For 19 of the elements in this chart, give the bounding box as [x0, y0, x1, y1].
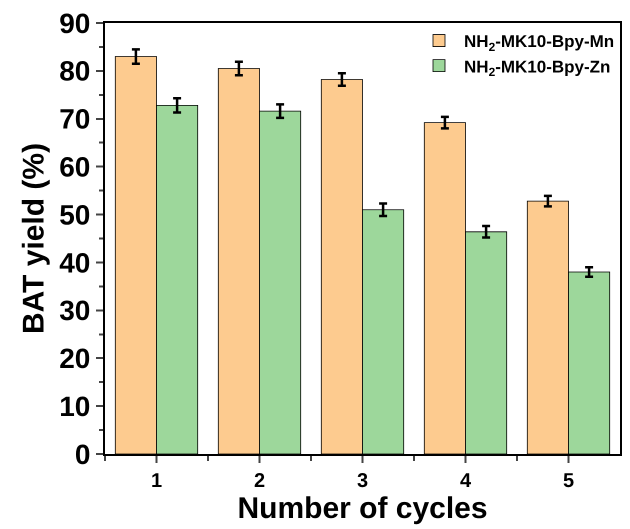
legend-label: NH$_{2}$-MK10-Bpy-Zn	[464, 57, 610, 79]
y-tick-label: 80	[59, 56, 90, 87]
y-tick-label: 0	[74, 438, 90, 470]
x-tick-label: 1	[150, 470, 162, 492]
y-tick-label: 20	[59, 343, 90, 374]
y-tick-label: 70	[59, 104, 90, 135]
x-tick-label: 5	[562, 470, 574, 492]
y-tick-label: 50	[59, 199, 90, 230]
x-tick-label: 2	[254, 470, 266, 492]
y-tick-label: 10	[59, 390, 90, 422]
y-axis-title: BAT yield (%)	[18, 142, 51, 334]
x-tick-label: 3	[356, 470, 368, 492]
y-tick-label: 30	[59, 295, 90, 326]
x-tick-label: 4	[460, 470, 472, 492]
x-axis-title: Number of cycles	[237, 492, 488, 525]
y-tick-label: 40	[59, 247, 90, 278]
y-tick-label: 90	[59, 8, 90, 39]
legend-label: NH$_{2}$-MK10-Bpy-Mn	[464, 32, 614, 54]
y-tick-label: 60	[59, 151, 90, 182]
